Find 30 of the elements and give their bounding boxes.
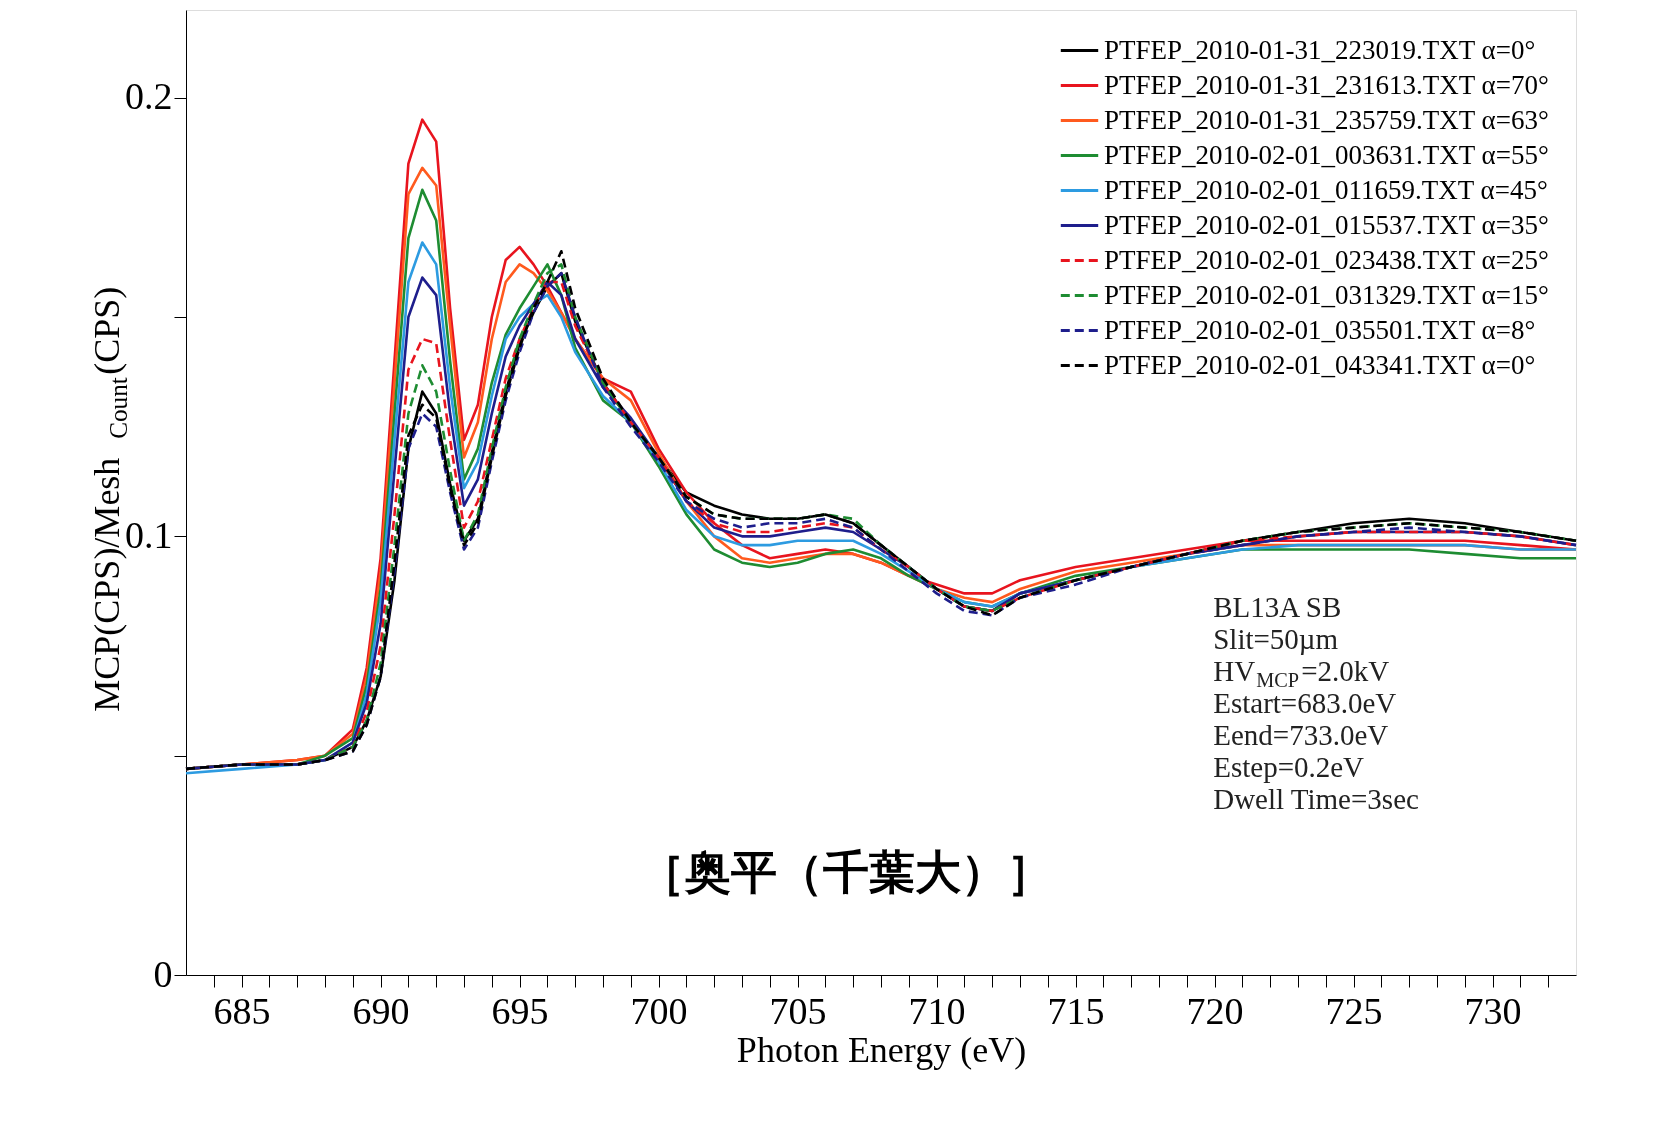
legend-label: PTFEP_2010-02-01_031329.TXT α=15° (1104, 279, 1549, 310)
x-tick-label: 705 (769, 989, 827, 1032)
legend-label: PTFEP_2010-02-01_003631.TXT α=55° (1104, 139, 1549, 170)
legend-label: PTFEP_2010-01-31_231613.TXT α=70° (1104, 69, 1549, 100)
annotation: Slit=50µm (1213, 623, 1339, 656)
annotation: ［奥平（千葉大）］ (639, 844, 1054, 899)
legend-label: PTFEP_2010-01-31_235759.TXT α=63° (1104, 104, 1549, 135)
annotation: Estep=0.2eV (1213, 751, 1365, 784)
x-axis-title: Photon Energy (eV) (736, 1029, 1027, 1070)
x-tick-label: 690 (352, 989, 410, 1032)
x-tick-label: 685 (213, 989, 271, 1032)
legend-label: PTFEP_2010-02-01_035501.TXT α=8° (1104, 314, 1536, 345)
x-tick-label: 715 (1047, 989, 1105, 1032)
legend-label: PTFEP_2010-02-01_015537.TXT α=35° (1104, 209, 1549, 240)
x-tick-label: 720 (1186, 989, 1244, 1032)
annotation: Eend=733.0eV (1213, 719, 1389, 752)
y-tick-label: 0 (153, 952, 173, 995)
legend-label: PTFEP_2010-02-01_043341.TXT α=0° (1104, 349, 1536, 380)
x-tick-label: 695 (491, 989, 549, 1032)
x-tick-label: 730 (1464, 989, 1522, 1032)
legend-label: PTFEP_2010-01-31_223019.TXT α=0° (1104, 34, 1536, 65)
annotation: Estart=683.0eV (1213, 687, 1397, 720)
x-tick-label: 710 (908, 989, 966, 1032)
annotation: Dwell Time=3sec (1213, 783, 1419, 816)
annotation: BL13A SB (1213, 591, 1342, 624)
legend-label: PTFEP_2010-02-01_011659.TXT α=45° (1104, 174, 1548, 205)
y-tick-label: 0.2 (125, 75, 173, 118)
x-tick-label: 700 (630, 989, 688, 1032)
x-tick-label: 725 (1325, 989, 1383, 1032)
legend-label: PTFEP_2010-02-01_023438.TXT α=25° (1104, 244, 1549, 275)
